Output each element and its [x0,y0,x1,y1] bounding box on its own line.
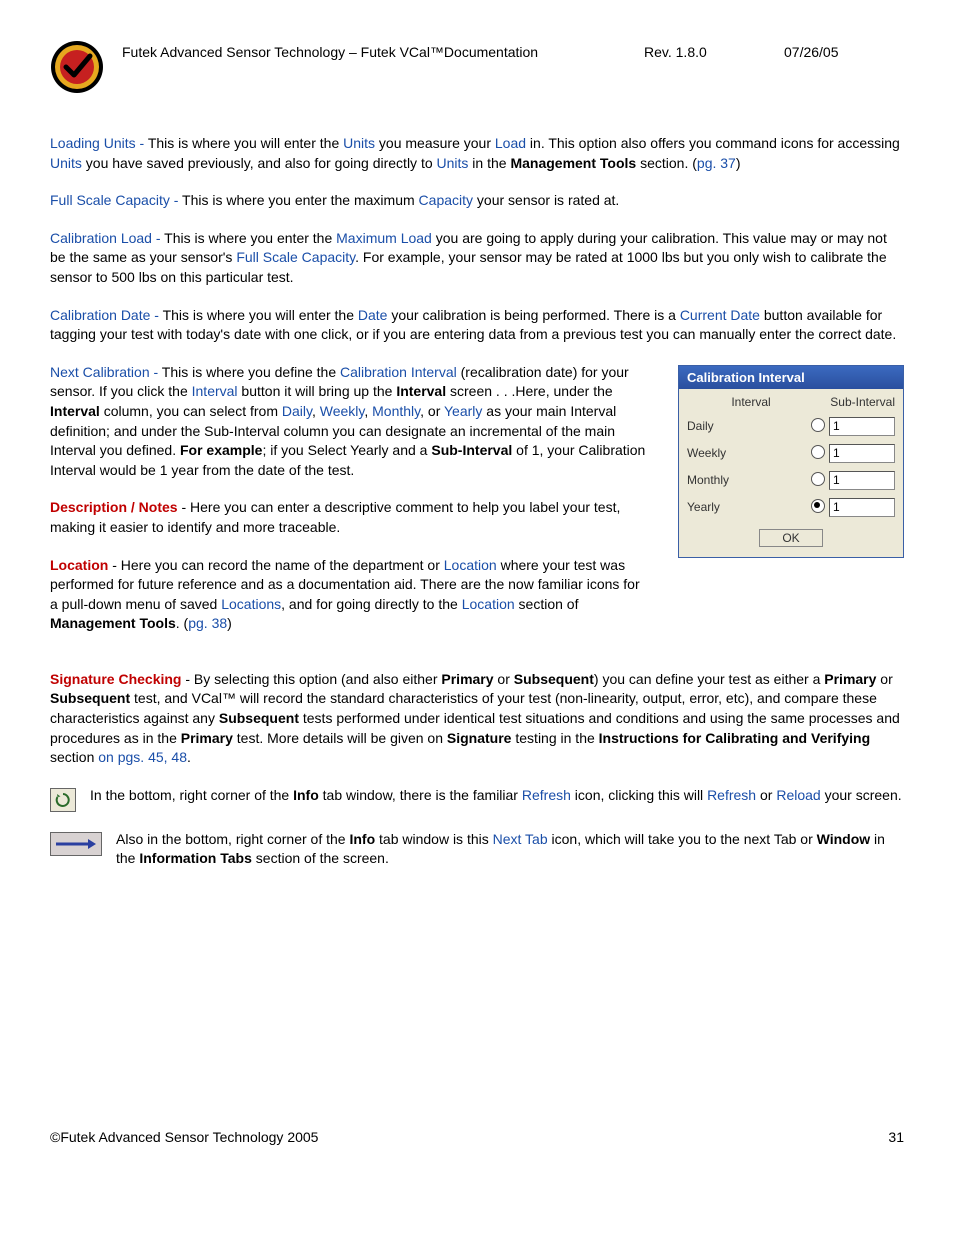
bold-signature: Signature [447,730,512,746]
link-pg37[interactable]: pg. 37 [697,155,736,171]
header-date: 07/26/05 [784,44,904,60]
para-full-scale-capacity: Full Scale Capacity - This is where you … [50,191,904,211]
interval-row: Yearly 1 [679,494,903,521]
interval-radio[interactable] [811,472,825,486]
interval-row: Weekly 1 [679,440,903,467]
para-next-tab: Also in the bottom, right corner of the … [116,830,904,869]
bold-info: Info [349,831,375,847]
ok-button[interactable]: OK [759,529,822,547]
bold-subsequent: Subsequent [50,690,130,706]
link-calibration-interval[interactable]: Calibration Interval [340,364,457,380]
link-full-scale-capacity[interactable]: Full Scale Capacity [236,249,355,265]
bold-sub-interval: Sub-Interval [431,442,512,458]
bold-information-tabs: Information Tabs [139,850,252,866]
next-tab-icon[interactable] [50,832,102,856]
interval-radio[interactable] [811,445,825,459]
bold-info: Info [293,787,319,803]
link-load[interactable]: Load [495,135,526,151]
footer-copyright: ©Futek Advanced Sensor Technology 2005 [50,1129,844,1145]
bold-interval: Interval [50,403,100,419]
link-monthly[interactable]: Monthly [372,403,420,419]
interval-radio[interactable] [811,418,825,432]
para-location: Location - Here you can record the name … [50,556,648,634]
bold-management-tools: Management Tools [510,155,636,171]
link-reload[interactable]: Reload [776,787,820,803]
heading-description-notes: Description / Notes [50,499,178,515]
link-units[interactable]: Units [437,155,469,171]
para-signature-checking: Signature Checking - By selecting this o… [50,670,904,768]
link-location[interactable]: Location [444,557,497,573]
heading-signature-checking: Signature Checking [50,671,181,687]
link-pg38[interactable]: pg. 38 [188,615,227,631]
bold-interval: Interval [396,383,446,399]
link-capacity[interactable]: Capacity [419,192,473,208]
link-full-scale-capacity[interactable]: Full Scale Capacity - [50,192,182,208]
header-revision: Rev. 1.8.0 [644,44,784,60]
link-next-tab[interactable]: Next Tab [493,831,548,847]
interval-row: Daily 1 [679,413,903,440]
bold-instructions: Instructions for Calibrating and Verifyi… [599,730,870,746]
interval-label: Daily [687,419,807,433]
refresh-icon[interactable] [50,788,76,812]
link-current-date[interactable]: Current Date [680,307,760,323]
refresh-row: In the bottom, right corner of the Info … [50,786,904,812]
bold-for-example: For example [180,442,262,458]
link-yearly[interactable]: Yearly [444,403,482,419]
calibration-interval-dialog: Calibration Interval Interval Sub-Interv… [678,365,904,558]
bold-subsequent: Subsequent [514,671,594,687]
heading-location: Location [50,557,108,573]
page-footer: ©Futek Advanced Sensor Technology 2005 3… [50,1129,904,1145]
link-pgs-45-48[interactable]: on pgs. 45, 48 [98,749,187,765]
link-refresh[interactable]: Refresh [707,787,756,803]
link-maximum-load[interactable]: Maximum Load [336,230,432,246]
para-refresh: In the bottom, right corner of the Info … [90,786,902,806]
dialog-column-headers: Interval Sub-Interval [679,389,903,413]
page-header: Futek Advanced Sensor Technology – Futek… [50,40,904,94]
link-calibration-date[interactable]: Calibration Date - [50,307,163,323]
bold-primary: Primary [181,730,233,746]
link-interval[interactable]: Interval [192,383,238,399]
link-date[interactable]: Date [358,307,388,323]
sub-interval-input[interactable]: 1 [829,417,895,436]
bold-subsequent: Subsequent [219,710,299,726]
interval-radio[interactable] [811,499,825,513]
link-next-calibration[interactable]: Next Calibration - [50,364,162,380]
interval-label: Yearly [687,500,807,514]
para-next-calibration: Next Calibration - This is where you def… [50,363,648,481]
interval-label: Monthly [687,473,807,487]
link-daily[interactable]: Daily [282,403,312,419]
column-interval: Interval [687,395,815,409]
link-locations[interactable]: Locations [221,596,281,612]
bold-primary: Primary [441,671,493,687]
link-loading-units[interactable]: Loading Units - [50,135,148,151]
para-calibration-load: Calibration Load - This is where you ent… [50,229,904,288]
column-sub-interval: Sub-Interval [815,395,895,409]
para-description-notes: Description / Notes - Here you can enter… [50,498,648,537]
footer-page-number: 31 [844,1129,904,1145]
para-calibration-date: Calibration Date - This is where you wil… [50,306,904,345]
sub-interval-input[interactable]: 1 [829,444,895,463]
company-logo [50,40,104,94]
bold-primary: Primary [824,671,876,687]
link-refresh[interactable]: Refresh [522,787,571,803]
interval-row: Monthly 1 [679,467,903,494]
header-title: Futek Advanced Sensor Technology – Futek… [122,44,644,60]
dialog-title: Calibration Interval [679,366,903,389]
sub-interval-input[interactable]: 1 [829,498,895,517]
bold-window: Window [817,831,871,847]
sub-interval-input[interactable]: 1 [829,471,895,490]
link-units[interactable]: Units [50,155,82,171]
interval-label: Weekly [687,446,807,460]
link-units[interactable]: Units [343,135,375,151]
link-weekly[interactable]: Weekly [320,403,365,419]
para-loading-units: Loading Units - This is where you will e… [50,134,904,173]
next-tab-row: Also in the bottom, right corner of the … [50,830,904,869]
link-calibration-load[interactable]: Calibration Load - [50,230,164,246]
link-location[interactable]: Location [462,596,515,612]
bold-management-tools: Management Tools [50,615,176,631]
